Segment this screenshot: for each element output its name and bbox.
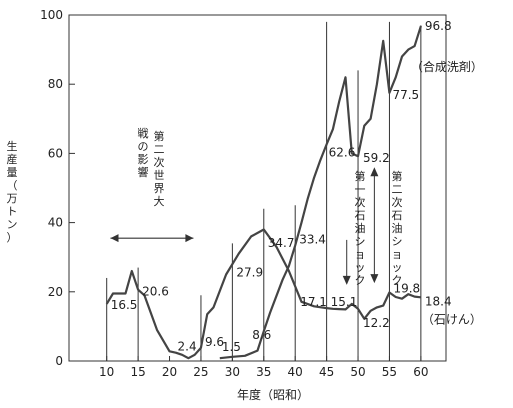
- annotation-char: 石: [355, 209, 366, 222]
- x-axis-ticks: 10 15 20 25 30 35 40 45 50 55 60: [99, 356, 429, 379]
- year-marker-lines: [106, 21, 422, 361]
- data-label: 17.1: [300, 295, 327, 309]
- data-label: 1.5: [222, 340, 241, 354]
- plot-frame: [68, 14, 447, 362]
- x-axis-label: 年度（昭和）: [237, 387, 309, 402]
- annotation-char: 次: [154, 155, 165, 169]
- data-label: 20.6: [142, 285, 169, 299]
- x-tick-label: 35: [256, 365, 271, 379]
- x-tick-label: 25: [193, 365, 208, 379]
- data-label: 15.1: [331, 295, 358, 309]
- annotation-char: 大: [154, 194, 165, 208]
- series-lines: [105, 25, 422, 360]
- x-tick-label: 60: [413, 365, 428, 379]
- annotation-char: 石: [392, 209, 403, 222]
- annotation-char: 油: [355, 221, 366, 235]
- data-label: 16.5: [111, 298, 138, 312]
- annotation-char: ン: [7, 218, 18, 231]
- annotation-char: 油: [392, 221, 403, 235]
- y-tick-label: 60: [48, 146, 63, 160]
- series-label-detergent: （合成洗剤）: [411, 59, 483, 74]
- data-label: 96.8: [425, 19, 452, 33]
- annotation-char: 産: [7, 153, 18, 166]
- series-line-detergent: [219, 25, 422, 360]
- annotation-char: ク: [392, 274, 403, 287]
- data-label: 62.6: [329, 145, 356, 159]
- annotation-char: 生: [7, 139, 18, 153]
- annotation-char: 戦: [138, 127, 149, 140]
- x-tick-label: 15: [130, 365, 145, 379]
- annotation-char: シ: [392, 235, 403, 248]
- data-label: 77.5: [392, 88, 419, 102]
- x-tick-label: 50: [350, 365, 365, 379]
- x-tick-label: 10: [99, 365, 114, 379]
- annotation-char: ッ: [355, 261, 366, 274]
- oil-shock-2-arrowhead: [370, 274, 379, 284]
- annotation-char: 界: [154, 182, 165, 195]
- series-label-soap: （石けん）: [422, 312, 482, 326]
- annotation-char: ョ: [392, 248, 403, 261]
- data-label: 27.9: [236, 265, 263, 279]
- annotation-char: 量: [7, 166, 18, 179]
- annotation-char: 二: [154, 143, 165, 156]
- oil-shock-1-arrowhead: [342, 275, 351, 285]
- y-tick-label: 100: [40, 8, 63, 22]
- ww2-arrow-right: [185, 234, 194, 243]
- data-label: 12.2: [363, 316, 390, 330]
- annotation-char: 影: [138, 153, 149, 166]
- annotation-char: 第: [154, 129, 165, 143]
- annotation-char: 一: [355, 183, 366, 196]
- x-tick-label: 55: [382, 365, 397, 379]
- annotation-char: 次: [392, 195, 403, 209]
- x-tick-label: 40: [288, 365, 303, 379]
- annotation-char: ト: [7, 205, 18, 218]
- y-tick-label: 0: [55, 354, 63, 368]
- annotation-char: 世: [154, 169, 165, 182]
- data-label: 34.7: [268, 236, 295, 250]
- x-tick-label: 45: [319, 365, 334, 379]
- annotation-char: 二: [392, 183, 403, 196]
- y-tick-label: 40: [48, 216, 63, 230]
- annotation-char: の: [138, 140, 149, 153]
- oil-shock-2-arrowhead-up: [370, 167, 379, 177]
- x-tick-label: 20: [162, 365, 177, 379]
- y-axis-label: 生産量（万トン）: [7, 139, 18, 244]
- annotation-char: ）: [7, 231, 18, 244]
- plot-border: [68, 14, 447, 362]
- y-tick-label: 80: [48, 77, 63, 91]
- y-tick-label: 20: [48, 285, 63, 299]
- ww2-arrow-left: [110, 234, 119, 243]
- annotation-char: ョ: [355, 248, 366, 261]
- annotation-char: 響: [138, 165, 149, 179]
- annotation-char: ッ: [392, 261, 403, 274]
- annotation-char: （: [7, 179, 18, 192]
- annotation-char: 次: [355, 195, 366, 209]
- data-label: 19.8: [393, 281, 420, 295]
- x-tick-label: 30: [225, 365, 240, 379]
- annotation-char: シ: [355, 235, 366, 248]
- data-label: 8.6: [252, 328, 271, 342]
- annotation-char: ク: [355, 274, 366, 287]
- data-label: 2.4: [178, 340, 197, 354]
- series-line-soap: [105, 228, 422, 360]
- annotation-char: 第: [392, 169, 403, 183]
- y-axis-ticks: 0 20 40 60 80 100: [40, 8, 75, 368]
- data-label: 59.2: [363, 151, 390, 165]
- annotation-char: 第: [355, 169, 366, 183]
- annotation-char: 万: [7, 192, 18, 205]
- data-label: 9.6: [205, 335, 224, 349]
- data-label: 18.4: [425, 294, 452, 308]
- data-label: 33.4: [299, 232, 326, 246]
- data-labels: （石けん） （合成洗剤） 16.5 20.6 2.4 9.61.5 27.9 8.6 34.7 3…: [111, 19, 483, 354]
